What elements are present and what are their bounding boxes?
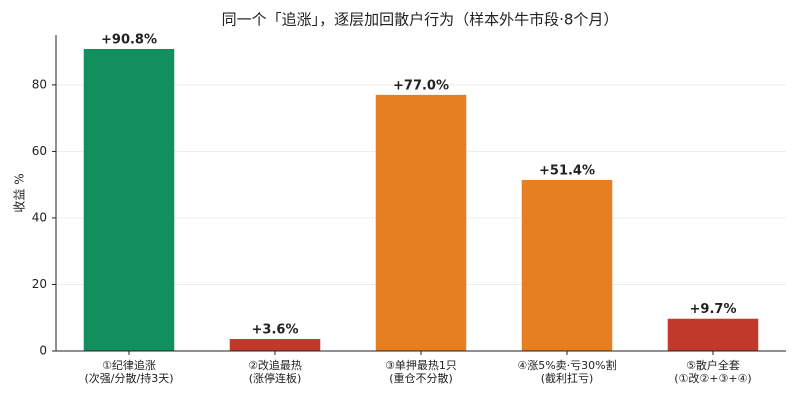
bar xyxy=(667,318,759,351)
value-label: +51.4% xyxy=(539,164,595,179)
x-tick-label: ④涨5%卖·亏30%割 xyxy=(517,358,616,372)
x-tick-label: ③单押最热1只 xyxy=(385,358,457,372)
x-tick-label: ②改追最热 xyxy=(248,358,302,372)
x-tick-label: (截利扛亏) xyxy=(541,371,594,385)
y-tick-label: 20 xyxy=(32,277,47,291)
value-label: +9.7% xyxy=(690,302,737,317)
y-tick-label: 0 xyxy=(39,344,47,358)
x-tick-label: ⑤散户全套 xyxy=(686,358,740,372)
y-axis-label: 收益 % xyxy=(13,173,27,212)
bar xyxy=(229,339,321,351)
x-tick-label: (重仓不分散) xyxy=(389,371,453,385)
x-tick-label: (次强/分散/持3天) xyxy=(85,371,174,385)
value-label: +77.0% xyxy=(393,78,449,93)
x-tick-label: (涨停连板) xyxy=(249,371,302,385)
bar xyxy=(375,94,467,351)
bar xyxy=(521,180,613,351)
x-tick-label: (①改②+③+④) xyxy=(674,371,751,385)
chart-title: 同一个「追涨」，逐层加回散户行为（样本外牛市段·8个月） xyxy=(222,11,619,29)
y-tick-label: 40 xyxy=(32,210,47,224)
value-label: +90.8% xyxy=(101,32,157,47)
value-label: +3.6% xyxy=(252,323,299,338)
y-tick-label: 80 xyxy=(32,77,47,91)
bar xyxy=(83,48,175,352)
y-tick-label: 60 xyxy=(32,144,47,158)
x-tick-label: ①纪律追涨 xyxy=(102,358,156,372)
